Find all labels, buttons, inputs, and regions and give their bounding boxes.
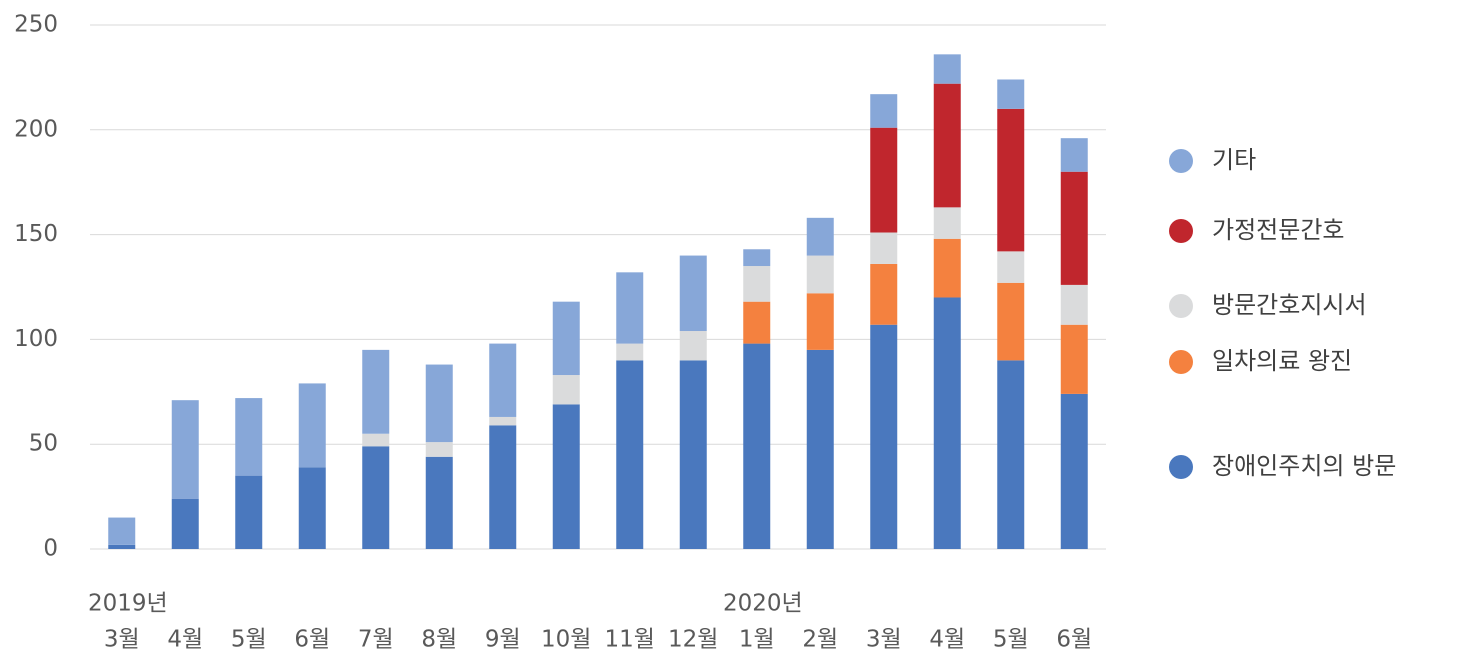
year-label: 2019년 bbox=[88, 591, 168, 617]
bar-segment bbox=[362, 446, 390, 549]
bar-segment bbox=[108, 544, 136, 549]
x-tick-label: 1월 bbox=[739, 627, 775, 653]
x-tick-label: 4월 bbox=[929, 627, 965, 653]
x-tick-label: 3월 bbox=[866, 627, 902, 653]
legend-text: 장애인주치의 방문 bbox=[1212, 452, 1396, 480]
x-tick-label: 12월 bbox=[668, 627, 718, 653]
x-tick-label: 6월 bbox=[1056, 627, 1092, 653]
y-tick-label: 0 bbox=[43, 536, 58, 562]
bar-segment bbox=[616, 343, 644, 361]
bar-segment bbox=[616, 360, 644, 549]
x-tick-label: 6월 bbox=[294, 627, 330, 653]
x-tick-label: 9월 bbox=[485, 627, 521, 653]
bar-segment bbox=[425, 456, 453, 549]
legend-marker bbox=[1169, 294, 1193, 318]
legend-text: 기타 bbox=[1212, 146, 1256, 174]
bar-segment bbox=[933, 83, 961, 208]
bar-segment bbox=[425, 442, 453, 457]
bar-segment bbox=[552, 301, 580, 376]
bar-segment bbox=[806, 293, 834, 350]
bar-segment bbox=[870, 263, 898, 325]
bar-segment bbox=[1060, 324, 1088, 394]
year-label: 2020년 bbox=[723, 591, 803, 617]
legend-text: 가정전문간호 bbox=[1212, 216, 1344, 244]
bar-segment bbox=[933, 207, 961, 239]
bar-segment bbox=[235, 398, 263, 476]
y-tick-label: 50 bbox=[29, 431, 58, 457]
bar-segment bbox=[552, 375, 580, 405]
bar-segment bbox=[679, 360, 707, 549]
bar-segment bbox=[171, 400, 199, 499]
y-tick-label: 100 bbox=[14, 326, 58, 352]
bar-segment bbox=[933, 238, 961, 298]
bar-segment bbox=[870, 324, 898, 549]
bar-segment bbox=[1060, 138, 1088, 172]
x-tick-label: 5월 bbox=[231, 627, 267, 653]
bar-segment bbox=[806, 349, 834, 549]
bar-segment bbox=[235, 475, 263, 549]
legend-text: 방문간호지시서 bbox=[1212, 291, 1367, 319]
bar-segment bbox=[298, 467, 326, 549]
bar-segment bbox=[997, 282, 1025, 361]
bar-segment bbox=[743, 301, 771, 344]
bar-segment bbox=[743, 343, 771, 549]
bar-segment bbox=[616, 272, 644, 344]
bar-segment bbox=[298, 383, 326, 468]
bar-segment bbox=[997, 79, 1025, 109]
x-tick-label: 2월 bbox=[802, 627, 838, 653]
y-tick-label: 250 bbox=[14, 12, 58, 38]
bar-segment bbox=[870, 127, 898, 233]
bar-segment bbox=[489, 343, 517, 417]
bar-segment bbox=[870, 232, 898, 264]
y-tick-label: 200 bbox=[14, 116, 58, 142]
bar-segment bbox=[679, 255, 707, 332]
bar-segment bbox=[743, 266, 771, 302]
bar-segment bbox=[997, 360, 1025, 549]
bar-segment bbox=[425, 364, 453, 443]
x-tick-label: 4월 bbox=[167, 627, 203, 653]
legend-marker bbox=[1169, 219, 1193, 243]
bar-segment bbox=[933, 297, 961, 549]
x-tick-label: 8월 bbox=[421, 627, 457, 653]
legend-marker bbox=[1169, 350, 1193, 374]
legend-text: 일차의료 왕진 bbox=[1212, 347, 1352, 375]
bar-segment bbox=[171, 498, 199, 549]
bar-segment bbox=[362, 433, 390, 447]
bar-segment bbox=[362, 349, 390, 434]
bar-segment bbox=[489, 416, 517, 426]
legend-marker bbox=[1169, 455, 1193, 479]
bar-segment bbox=[552, 404, 580, 549]
bar-segment bbox=[806, 217, 834, 256]
legend-marker bbox=[1169, 149, 1193, 173]
bar-segment bbox=[997, 108, 1025, 252]
bar-segment bbox=[1060, 171, 1088, 285]
bar-segment bbox=[806, 255, 834, 294]
x-tick-label: 11월 bbox=[605, 627, 655, 653]
x-tick-label: 5월 bbox=[993, 627, 1029, 653]
bar-segment bbox=[1060, 284, 1088, 325]
y-tick-label: 150 bbox=[14, 221, 58, 247]
bar-segment bbox=[679, 331, 707, 361]
bar-segment bbox=[743, 249, 771, 267]
x-tick-label: 10월 bbox=[541, 627, 591, 653]
bar-segment bbox=[997, 251, 1025, 283]
bar-segment bbox=[1060, 393, 1088, 549]
bar-segment bbox=[933, 54, 961, 84]
x-tick-label: 7월 bbox=[358, 627, 394, 653]
bar-segment bbox=[489, 425, 517, 549]
x-tick-label: 3월 bbox=[104, 627, 140, 653]
bar-segment bbox=[108, 517, 136, 545]
bar-segment bbox=[870, 94, 898, 128]
